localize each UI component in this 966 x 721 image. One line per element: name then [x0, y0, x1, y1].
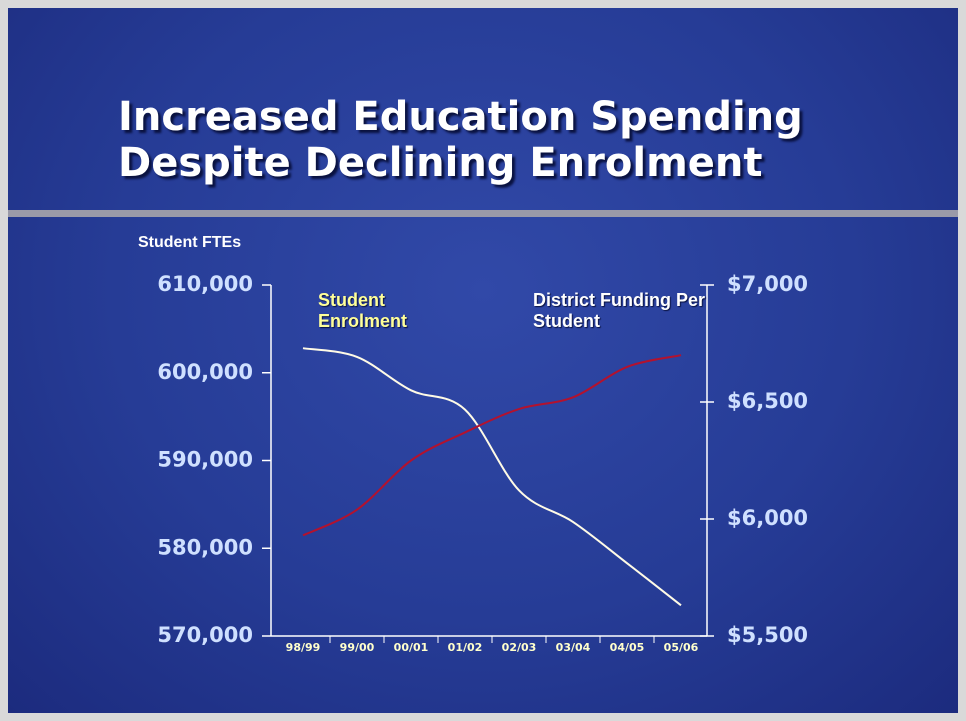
- series-line: [302, 354, 682, 537]
- y-tick-label: 570,000: [157, 623, 253, 647]
- y-tick-label: 590,000: [157, 448, 253, 472]
- chart: Student FTEs 570,000 580,000 590,000 600,00…: [138, 234, 808, 654]
- y2-tick-label: $6,000: [727, 506, 808, 530]
- divider: [8, 210, 958, 217]
- x-tick-label: 01/02: [448, 641, 483, 654]
- series-label: Student Enrolment: [318, 290, 408, 331]
- x-tick-label: 98/99: [286, 641, 321, 654]
- y2-tick-label: $5,500: [727, 623, 808, 647]
- y2-tick-label: $7,000: [727, 272, 808, 296]
- y-tick-label: 610,000: [157, 272, 253, 296]
- y2-tick-label: $6,500: [727, 389, 808, 413]
- x-tick-label: 99/00: [340, 641, 375, 654]
- x-tick-label: 00/01: [394, 641, 429, 654]
- x-tick-label: 03/04: [556, 641, 591, 654]
- slide-title: Increased Education Spending Despite Dec…: [118, 94, 803, 186]
- x-tick-label: 02/03: [502, 641, 537, 654]
- series-line: [302, 347, 682, 607]
- y-tick-label: 580,000: [157, 535, 253, 559]
- x-tick-label: 05/06: [664, 641, 699, 654]
- series-label: District Funding Per Student: [533, 290, 706, 331]
- slide: Increased Education Spending Despite Dec…: [8, 8, 958, 713]
- x-tick-label: 04/05: [610, 641, 645, 654]
- y-tick-label: 600,000: [157, 360, 253, 384]
- y-axis-label: Student FTEs: [138, 234, 241, 251]
